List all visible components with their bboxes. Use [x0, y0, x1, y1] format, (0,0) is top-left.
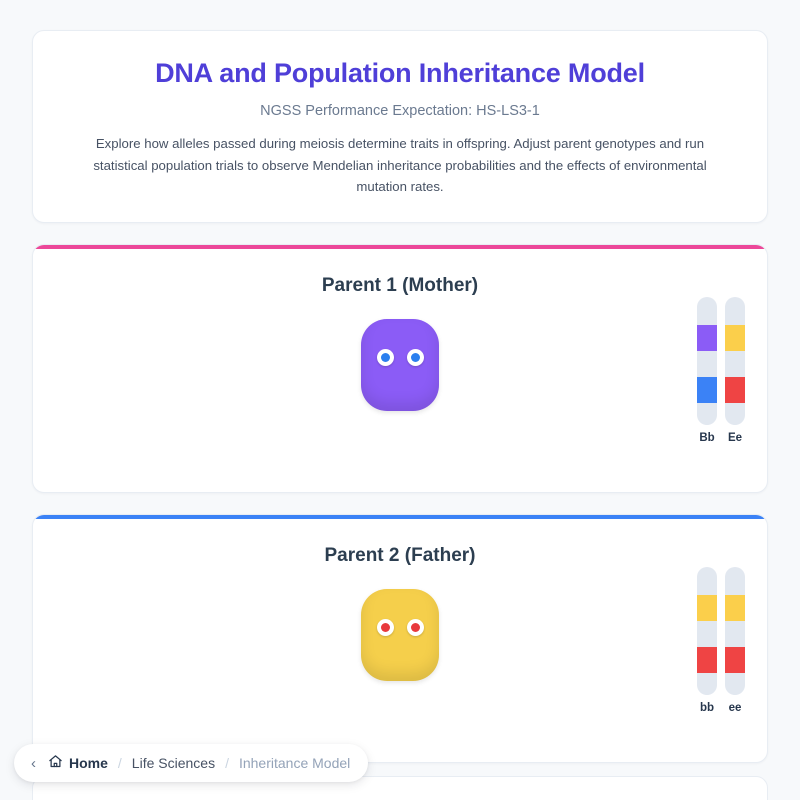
parent-2-avatar[interactable] — [361, 588, 439, 681]
parent-2-card: Parent 2 (Father) — [32, 513, 768, 763]
allele-band-recessive — [697, 646, 717, 673]
genotype-label: bb — [699, 701, 715, 714]
parent-2-chromosome-row — [697, 566, 745, 695]
parent-1-chromosome-group: Bb Ee — [697, 296, 745, 444]
parent-2-chromosome-group: bb ee — [697, 566, 745, 714]
parent-2-title: Parent 2 (Father) — [324, 544, 476, 566]
avatar-eye-left — [376, 349, 394, 367]
genotype-label: ee — [728, 701, 742, 714]
genotype-label: Bb — [699, 431, 715, 444]
page-description: Explore how alleles passed during meiosi… — [93, 136, 707, 195]
allele-band-recessive — [725, 376, 745, 403]
parent-2-avatar-wrap — [33, 588, 767, 681]
home-icon — [48, 754, 63, 772]
parent-1-genotype-labels: Bb Ee — [697, 432, 745, 444]
breadcrumb-item-life-sciences[interactable]: Life Sciences — [131, 755, 216, 771]
allele-band-dominant — [725, 594, 745, 621]
chromosome-ee[interactable] — [725, 296, 745, 425]
parent-1-title: Parent 1 (Mother) — [321, 274, 479, 296]
chromosome-bb[interactable] — [697, 566, 717, 695]
allele-band-dominant — [725, 324, 745, 351]
parent-1-avatar-wrap — [33, 318, 767, 411]
avatar-eye-right — [406, 619, 424, 637]
chromosome-bb[interactable] — [697, 296, 717, 425]
allele-band-recessive — [725, 646, 745, 673]
avatar-eye-left — [376, 619, 394, 637]
allele-band-dominant — [697, 324, 717, 351]
parent-1-card: Parent 1 (Mother) — [32, 243, 768, 493]
parent-2-accent-bar — [33, 514, 767, 519]
header-card: DNA and Population Inheritance Model NGS… — [32, 30, 768, 223]
chromosome-ee[interactable] — [725, 566, 745, 695]
avatar-eye-right — [406, 349, 424, 367]
parent-1-chromosome-row — [697, 296, 745, 425]
parent-2-genotype-labels: bb ee — [697, 702, 745, 714]
breadcrumb-separator: / — [225, 755, 229, 771]
genotype-label: Ee — [727, 431, 743, 444]
breadcrumb-home-label: Home — [69, 755, 108, 771]
parent-2-body: bb ee — [33, 566, 767, 747]
breadcrumb-item-home[interactable]: Home — [48, 754, 108, 772]
allele-band-recessive — [697, 376, 717, 403]
breadcrumb-item-current: Inheritance Model — [238, 755, 351, 771]
breadcrumb-separator: / — [117, 755, 122, 771]
ngss-standard-subtitle: NGSS Performance Expectation: HS-LS3-1 — [260, 103, 540, 120]
parent-1-avatar[interactable] — [361, 318, 439, 411]
page-title: DNA and Population Inheritance Model — [155, 58, 645, 88]
allele-band-dominant — [697, 594, 717, 621]
back-chevron-icon[interactable]: ‹ — [31, 754, 36, 772]
breadcrumb: ‹ Home / Life Sciences / Inheritance Mod… — [14, 744, 369, 782]
parent-1-body: Bb Ee — [33, 296, 767, 477]
parent-1-accent-bar — [33, 244, 767, 249]
